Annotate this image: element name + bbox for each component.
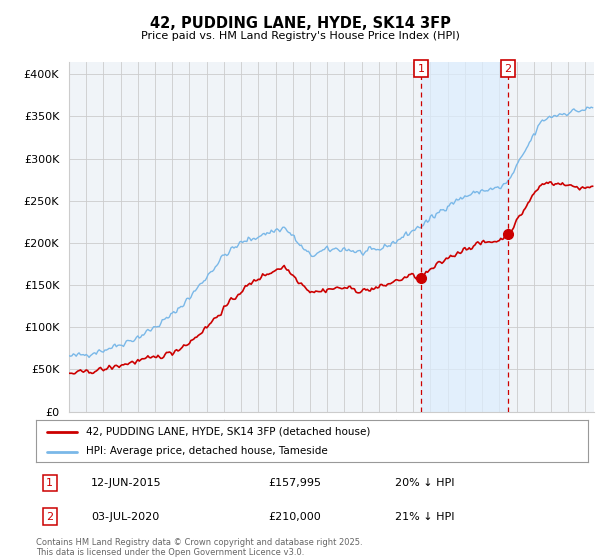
Text: 42, PUDDING LANE, HYDE, SK14 3FP (detached house): 42, PUDDING LANE, HYDE, SK14 3FP (detach… <box>86 427 370 437</box>
Text: 42, PUDDING LANE, HYDE, SK14 3FP: 42, PUDDING LANE, HYDE, SK14 3FP <box>149 16 451 31</box>
Text: 12-JUN-2015: 12-JUN-2015 <box>91 478 162 488</box>
Text: 1: 1 <box>418 64 424 73</box>
Text: Contains HM Land Registry data © Crown copyright and database right 2025.
This d: Contains HM Land Registry data © Crown c… <box>36 538 362 557</box>
Text: 1: 1 <box>46 478 53 488</box>
Bar <box>421 62 508 412</box>
Text: 03-JUL-2020: 03-JUL-2020 <box>91 512 160 521</box>
Text: 2: 2 <box>505 64 511 73</box>
Text: 21% ↓ HPI: 21% ↓ HPI <box>395 512 454 521</box>
Text: £157,995: £157,995 <box>268 478 321 488</box>
Text: £210,000: £210,000 <box>268 512 320 521</box>
Text: 2: 2 <box>46 512 53 521</box>
Text: HPI: Average price, detached house, Tameside: HPI: Average price, detached house, Tame… <box>86 446 328 456</box>
Text: Price paid vs. HM Land Registry's House Price Index (HPI): Price paid vs. HM Land Registry's House … <box>140 31 460 41</box>
Text: 20% ↓ HPI: 20% ↓ HPI <box>395 478 454 488</box>
